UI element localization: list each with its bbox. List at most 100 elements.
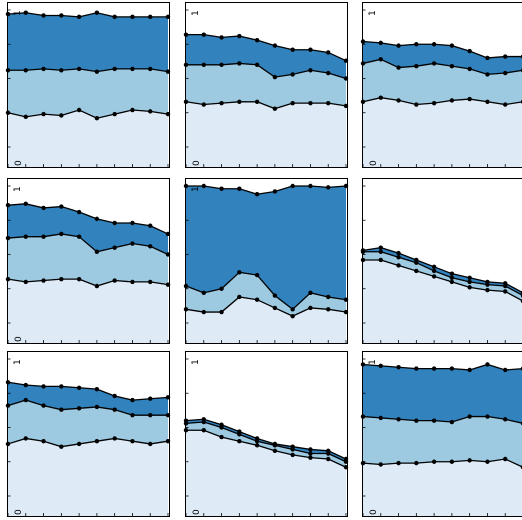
point-1-2	[23, 436, 28, 441]
point-1-4	[414, 102, 419, 107]
point-2-3	[41, 234, 46, 239]
point-3-9	[503, 367, 508, 373]
y-tick-label-top: 1	[13, 186, 23, 192]
point-1-7	[112, 278, 117, 283]
point-3-6	[272, 189, 278, 194]
point-2-2	[201, 62, 206, 67]
point-3-7	[467, 367, 472, 373]
point-2-7	[112, 66, 117, 72]
panel-frame	[7, 351, 170, 517]
series-line-2	[363, 251, 522, 296]
point-1-3	[219, 434, 224, 440]
point-3-9	[326, 50, 331, 55]
point-1-6	[272, 448, 278, 453]
point-3-5	[431, 366, 437, 371]
point-3-8	[130, 397, 135, 403]
point-3-7	[467, 48, 472, 54]
point-3-8	[130, 14, 135, 20]
point-2-7	[467, 414, 472, 419]
point-1-5	[254, 99, 260, 104]
point-3-5	[76, 385, 82, 390]
point-2-3	[396, 255, 401, 260]
chart-panel-5: 1	[183, 178, 349, 344]
band-1	[363, 259, 522, 343]
point-3-4	[237, 33, 242, 39]
point-3-6	[94, 10, 100, 15]
point-1-5	[254, 297, 260, 302]
point-3-6	[94, 386, 100, 392]
point-1-9	[326, 456, 331, 462]
point-1-3	[41, 439, 46, 444]
point-2-8	[308, 451, 313, 456]
point-1-9	[503, 102, 508, 107]
y-tick-label-top: 1	[368, 10, 378, 16]
series-line-1	[185, 296, 347, 317]
point-2-5	[431, 418, 437, 423]
point-1-8	[130, 107, 135, 113]
band-3	[8, 203, 168, 255]
y-tick-label-bottom: 0	[14, 509, 24, 515]
y-tick-label-top: 1	[191, 186, 201, 192]
point-2-9	[148, 66, 153, 72]
point-1-5	[254, 443, 260, 448]
point-3-6	[272, 43, 278, 48]
panel-frame	[185, 178, 348, 344]
point-3-2	[378, 245, 383, 250]
point-2-7	[467, 279, 472, 285]
band-3	[363, 41, 522, 75]
point-1-5	[76, 441, 82, 447]
point-1-8	[485, 99, 490, 104]
point-2-7	[112, 407, 117, 412]
point-1-7	[290, 452, 295, 458]
point-1-8	[485, 287, 490, 293]
point-2-5	[76, 234, 82, 239]
point-2-9	[503, 70, 508, 76]
point-2-6	[94, 404, 100, 410]
point-2-8	[485, 72, 490, 77]
series-line-3	[7, 203, 169, 235]
point-3-2	[201, 32, 206, 37]
point-1-9	[326, 100, 331, 106]
point-2-6	[94, 249, 100, 254]
band-1	[8, 279, 168, 343]
series-line-1	[362, 458, 522, 468]
point-3-8	[485, 279, 490, 285]
point-2-9	[148, 412, 153, 418]
point-2-4	[414, 418, 419, 423]
point-1-9	[503, 456, 508, 462]
series-line-1	[7, 278, 169, 287]
point-2-2	[378, 57, 383, 62]
point-2-9	[148, 244, 153, 249]
band-2	[186, 63, 346, 109]
point-2-2	[23, 234, 28, 239]
point-3-2	[201, 183, 206, 189]
point-3-3	[219, 186, 224, 191]
point-1-4	[414, 268, 419, 274]
point-1-2	[23, 279, 28, 285]
point-3-3	[396, 365, 401, 370]
band-2	[186, 422, 346, 468]
point-3-8	[308, 47, 313, 52]
panel-frame	[7, 2, 170, 168]
point-2-9	[326, 70, 331, 76]
point-2-3	[396, 65, 401, 70]
band-2	[363, 416, 522, 467]
point-2-2	[201, 290, 206, 296]
point-1-8	[130, 279, 135, 285]
series-line-2	[7, 399, 168, 416]
point-1-9	[326, 307, 331, 312]
point-2-4	[237, 61, 242, 66]
point-2-7	[467, 66, 472, 72]
panel-frame	[7, 178, 170, 344]
series-line-2	[186, 62, 347, 80]
point-1-8	[485, 459, 490, 464]
chart-panel-7: 10	[5, 351, 171, 517]
point-1-6	[449, 459, 455, 464]
point-1-5	[431, 459, 437, 464]
point-1-2	[378, 257, 383, 263]
point-3-3	[219, 422, 224, 427]
point-3-6	[94, 216, 100, 222]
point-3-9	[148, 396, 153, 401]
point-3-4	[237, 186, 242, 191]
